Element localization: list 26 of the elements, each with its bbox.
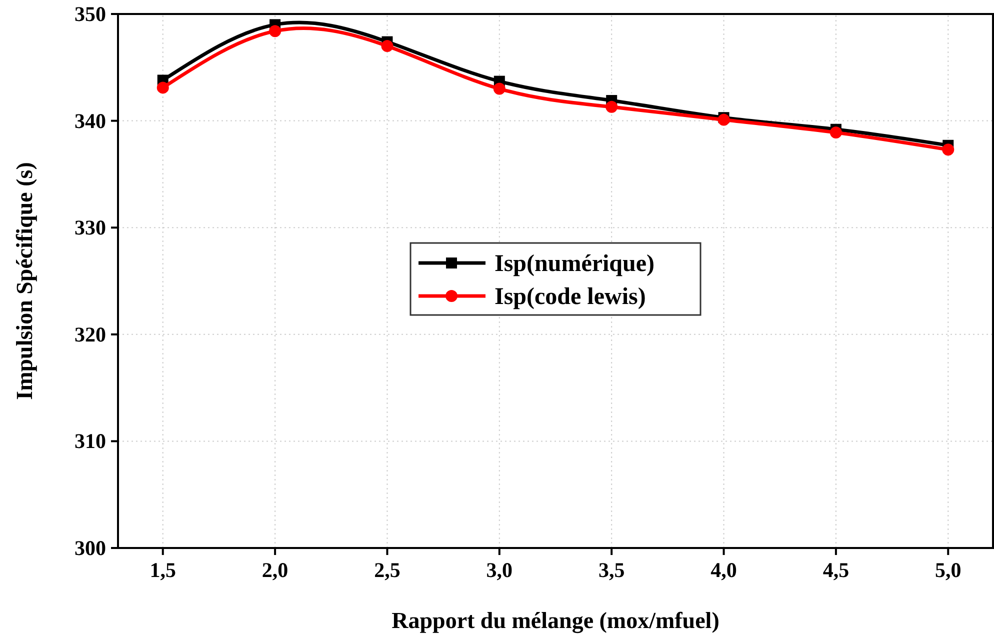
x-tick-label: 3,5: [598, 558, 625, 582]
point: [381, 40, 394, 52]
x-tick-label: 2,0: [262, 558, 288, 582]
point: [830, 126, 842, 139]
y-tick-label: 350: [74, 2, 106, 26]
x-tick-label: 4,0: [710, 558, 737, 582]
x-tick-label: 1,5: [150, 558, 176, 582]
x-axis-title: Rapport du mélange (mox/mfuel): [392, 608, 720, 634]
y-tick-label: 320: [74, 322, 106, 346]
x-tick-label: 4,5: [822, 558, 850, 582]
point: [156, 82, 169, 94]
legend-label: Isp(numérique): [494, 251, 655, 277]
y-axis-title: Impulsion Spécifique (s): [12, 162, 37, 400]
y-tick-label: 330: [74, 216, 106, 240]
y-tick-label: 300: [74, 536, 106, 560]
x-tick-label: 3,0: [486, 558, 513, 582]
point: [493, 82, 506, 95]
point: [718, 114, 730, 126]
x-tick-label: 2,5: [374, 558, 400, 582]
point: [942, 144, 954, 156]
point: [606, 100, 618, 113]
y-tick-label: 340: [74, 108, 106, 133]
point: [269, 25, 282, 38]
x-tick-label: 5,0: [935, 558, 962, 582]
legend-label: Isp(code lewis): [494, 284, 646, 310]
y-tick-label: 310: [74, 429, 106, 454]
